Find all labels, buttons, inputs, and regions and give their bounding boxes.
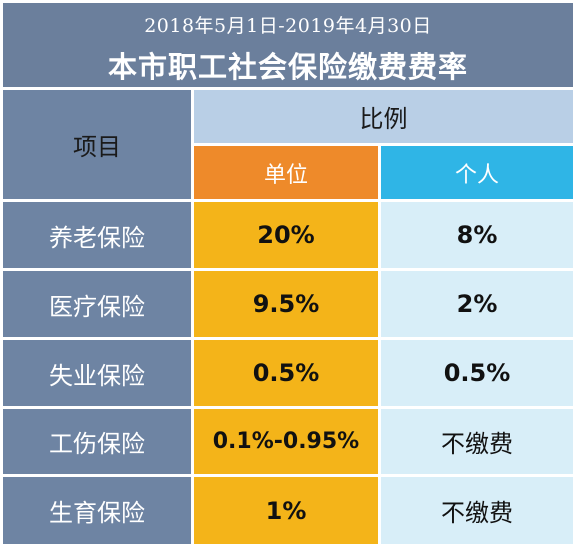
table-cell-person: 2% [381,271,573,340]
table-cell-unit: 1% [194,477,381,544]
column-header-item-label: 项目 [73,133,121,161]
table-cell-unit: 0.1%-0.95% [194,409,381,477]
date-range-subtitle: 2018年5月1日-2019年4月30日 [144,15,432,37]
person-rate-value: 8% [456,221,498,249]
table-cell-unit: 0.5% [194,340,381,409]
column-header-unit: 单位 [194,146,381,202]
table-header: 2018年5月1日-2019年4月30日 本市职工社会保险缴费费率 [3,3,573,90]
column-header-person-label: 个人 [454,162,499,188]
unit-rate-value: 0.5% [252,359,320,387]
rate-table: 项目 比例 单位 个人 养老保险 20% 8% 医疗保险 9.5% [3,90,573,544]
column-header-person: 个人 [381,146,573,202]
column-header-unit-label: 单位 [263,162,308,188]
row-item-label: 工伤保险 [49,430,145,458]
person-rate-value: 不缴费 [441,499,513,527]
person-rate-value: 0.5% [443,359,511,387]
table-row-item: 生育保险 [3,477,194,544]
table-row-item: 失业保险 [3,340,194,409]
row-item-label: 医疗保险 [49,292,145,321]
table-cell-person: 不缴费 [381,477,573,544]
person-rate-value: 不缴费 [441,430,513,458]
column-header-item: 项目 [3,90,194,202]
table-row-item: 养老保险 [3,202,194,271]
unit-rate-value: 9.5% [252,290,320,318]
table-cell-person: 8% [381,202,573,271]
row-item-label: 失业保险 [49,361,145,390]
column-header-ratio-label: 比例 [359,105,408,133]
table-cell-person: 0.5% [381,340,573,409]
row-item-label: 生育保险 [49,499,145,527]
table-cell-unit: 20% [194,202,381,271]
unit-rate-value: 0.1%-0.95% [212,429,360,454]
table-row-item: 医疗保险 [3,271,194,340]
table-row-item: 工伤保险 [3,409,194,477]
column-header-ratio: 比例 [194,90,573,146]
table-title: 本市职工社会保险缴费费率 [107,50,468,84]
unit-rate-value: 1% [265,496,307,525]
table-cell-unit: 9.5% [194,271,381,340]
person-rate-value: 2% [456,290,498,318]
unit-rate-value: 20% [257,221,315,249]
row-item-label: 养老保险 [49,223,145,252]
table-cell-person: 不缴费 [381,409,573,477]
